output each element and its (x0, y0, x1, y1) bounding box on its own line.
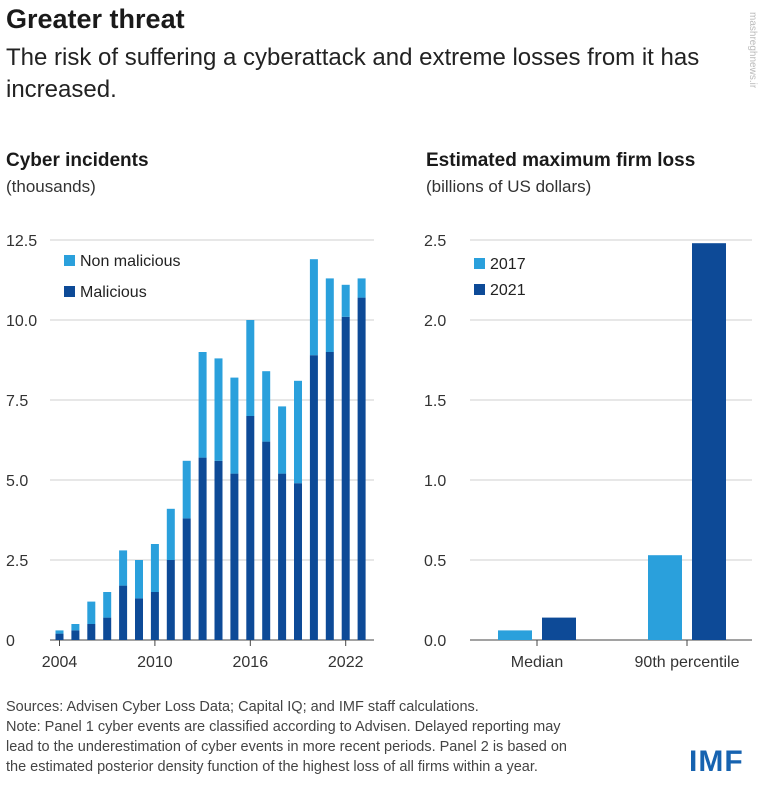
panel2-legend-label: 2021 (490, 282, 526, 299)
panel1-bar-malicious (357, 297, 366, 640)
panel1-ytick-label: 5.0 (6, 473, 28, 490)
panel1-ytick-label: 10.0 (6, 313, 37, 330)
panel1-bar-malicious (87, 624, 96, 640)
panel1-ytick-label: 0 (6, 633, 15, 650)
panel1-bar-nonmalicious (182, 460, 191, 519)
panel1-bar-malicious (71, 630, 80, 640)
panel1-xtick-label: 2004 (42, 654, 78, 671)
panel1-bar-malicious (278, 473, 287, 640)
footer-sources: Sources: Advisen Cyber Loss Data; Capita… (6, 699, 479, 715)
chart-title: Greater threat (6, 4, 185, 34)
panel1-legend-swatch (64, 255, 75, 266)
panel1-bar-malicious (230, 473, 239, 640)
chart-subtitle: The risk of suffering a cyberattack and … (6, 44, 700, 103)
panel1-bar-malicious (294, 483, 302, 640)
panel2-legend-swatch (474, 284, 485, 295)
panel1-bar-nonmalicious (309, 259, 318, 356)
panel1-bar-malicious (262, 441, 271, 640)
panel1-bar-nonmalicious (71, 624, 80, 631)
panel1-bar-nonmalicious (246, 320, 255, 416)
panel1-bar-malicious (103, 617, 112, 640)
panel1-bar-nonmalicious (150, 544, 159, 592)
panel1-ytick-label: 2.5 (6, 553, 28, 570)
panel1-bar-malicious (150, 592, 159, 640)
panel2-ytick-label: 2.5 (424, 233, 446, 250)
panel2-unit: (billions of US dollars) (426, 177, 592, 196)
panel2-bar-2021 (692, 243, 726, 640)
panel1-bar-malicious (198, 457, 207, 640)
panel1-bar-malicious (214, 460, 223, 640)
panel1-bar-malicious (182, 518, 191, 640)
charts-svg: 0 2.5 5.0 7.5 10.0 12.5 2004 2010 2016 2022 Non ma… (6, 233, 752, 671)
panel1-bar-nonmalicious (230, 377, 239, 474)
panel2-legend-label: 2017 (490, 256, 526, 273)
panel1-bar-nonmalicious (278, 406, 287, 474)
footer-note-3: the estimated posterior density function… (6, 759, 538, 775)
panel1-bar-nonmalicious (262, 371, 271, 442)
panel1-bar-nonmalicious (135, 560, 143, 599)
panel2-xtick-label: 90th percentile (635, 654, 740, 671)
panel1-bar-nonmalicious (357, 278, 366, 298)
panel1-bar-malicious (119, 585, 128, 640)
panel1-xtick-label: 2016 (233, 654, 269, 671)
panel1-bar-malicious (166, 560, 175, 640)
panel1-bar-nonmalicious (103, 592, 112, 618)
panel1-legend-label: Malicious (80, 284, 147, 301)
panel1-bar-nonmalicious (87, 601, 96, 624)
footer-note-2: lead to the underestimation of cyber eve… (6, 739, 567, 755)
imf-logo: IMF (689, 745, 744, 778)
panel2-ytick-label: 1.0 (424, 473, 446, 490)
panel2-bar-2017 (648, 555, 682, 640)
panel1-xtick-label: 2010 (137, 654, 173, 671)
panel1-bar-nonmalicious (198, 352, 207, 458)
panel2-title: Estimated maximum firm loss (426, 150, 696, 171)
panel1-bar-nonmalicious (325, 278, 334, 352)
panel2-ytick-label: 0.0 (424, 633, 446, 650)
panel2-bar-2021 (542, 617, 576, 640)
panel1-legend-swatch (64, 286, 75, 297)
panel1-xtick-label: 2022 (328, 654, 364, 671)
panel1-ytick-label: 12.5 (6, 233, 37, 250)
panel2-ytick-label: 2.0 (424, 313, 446, 330)
panel2-ytick-label: 0.5 (424, 553, 446, 570)
panel2-ytick-label: 1.5 (424, 393, 446, 410)
panel1-bar-malicious (325, 352, 334, 640)
panel2-xtick-label: Median (511, 654, 563, 671)
panel1-ytick-label: 7.5 (6, 393, 28, 410)
panel1-unit: (thousands) (6, 177, 96, 196)
footer-note-1: Note: Panel 1 cyber events are classifie… (6, 719, 561, 735)
panel1-bar-malicious (246, 416, 255, 640)
panel1-bar-malicious (309, 355, 318, 640)
panel2-bar-2017 (498, 630, 532, 640)
watermark: mashreghnews.ir (747, 12, 758, 89)
panel1-bar-nonmalicious (55, 630, 64, 634)
panel1-bar-nonmalicious (166, 508, 175, 560)
panel1-bar-malicious (341, 316, 350, 640)
panel1-bar-nonmalicious (119, 550, 128, 586)
panel1-bar-malicious (55, 633, 64, 640)
panel2-legend-swatch (474, 258, 485, 269)
panel1-bar-nonmalicious (341, 284, 350, 317)
panel1-bar-nonmalicious (214, 358, 223, 461)
panel1-bar-nonmalicious (294, 380, 302, 484)
panel1-legend-label: Non malicious (80, 253, 180, 270)
panel1-title: Cyber incidents (6, 150, 149, 171)
panel1-bar-malicious (135, 598, 143, 640)
